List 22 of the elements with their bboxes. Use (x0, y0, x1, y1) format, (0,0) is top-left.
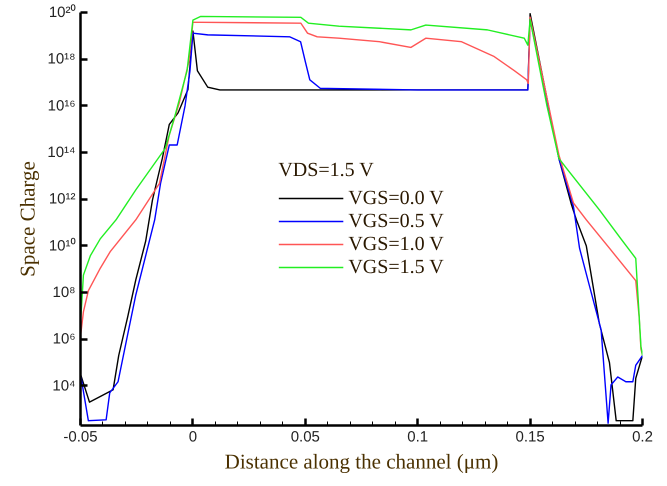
y-tick-label: 10¹⁸ (47, 50, 76, 68)
y-axis-title: Space Charge (15, 161, 40, 277)
y-tick-label: 10⁸ (52, 284, 76, 302)
y-tick-label: 10¹⁴ (47, 144, 76, 162)
legend-label: VGS=0.0 V (348, 186, 444, 210)
y-tick-label: 10¹² (48, 190, 76, 208)
y-tick-label: 10¹⁰ (48, 237, 76, 254)
legend-title: VDS=1.5 V (278, 158, 375, 182)
y-tick-label: 10⁴ (52, 377, 76, 394)
y-tick-label: 10⁶ (52, 330, 76, 348)
x-tick-label: 0.05 (290, 428, 320, 446)
x-tick-label: 0.1 (407, 428, 428, 446)
y-tick-label: 10²⁰ (48, 4, 76, 21)
x-tick-label: 0 (188, 428, 198, 446)
x-axis-title: Distance along the channel (μm) (224, 450, 498, 474)
legend-label: VGS=1.0 V (348, 232, 444, 256)
legend-label: VGS=0.5 V (348, 210, 444, 232)
x-tick-label: -0.05 (63, 428, 98, 446)
legend-label: VGS=1.5 V (348, 256, 444, 278)
x-tick-label: 0.2 (632, 428, 653, 446)
y-tick-label: 10¹⁶ (48, 97, 76, 114)
x-tick-label: 0.15 (516, 428, 545, 446)
